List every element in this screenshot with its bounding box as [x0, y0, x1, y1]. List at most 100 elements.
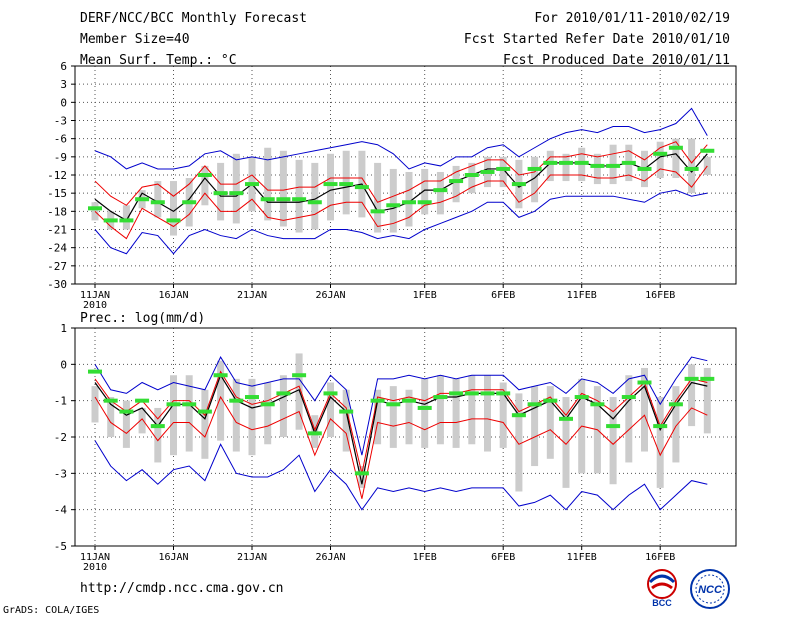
x-tick-label: 11FEB — [567, 552, 597, 563]
obs-marker — [182, 200, 197, 205]
series-line-lower — [94, 395, 708, 499]
obs-marker — [527, 166, 542, 171]
obs-marker — [621, 395, 636, 400]
obs-marker — [197, 173, 212, 177]
spread-box — [201, 165, 209, 206]
x-tick-label: 16FEB — [645, 290, 675, 301]
obs-marker — [229, 398, 244, 403]
obs-marker — [433, 395, 448, 400]
spread-box — [672, 138, 680, 179]
spread-box — [499, 382, 507, 448]
grads-credit: GrADS: COLA/IGES — [3, 605, 100, 616]
fcst-started-date: Fcst Started Refer Date 2010/01/10 — [463, 32, 730, 47]
spread-box — [436, 375, 444, 445]
header-right: For 2010/01/11-2010/02/19 Fcst Started R… — [464, 10, 730, 73]
obs-marker — [637, 380, 652, 385]
obs-marker — [386, 402, 401, 407]
obs-marker — [260, 197, 275, 202]
chart-title: DERF/NCC/BCC Monthly Forecast — [80, 11, 307, 26]
obs-marker — [135, 197, 150, 202]
spread-box — [436, 171, 444, 215]
obs-marker — [668, 145, 683, 150]
y-tick-label: 0 — [60, 96, 67, 109]
series-line-upper — [94, 370, 708, 474]
obs-marker — [166, 402, 181, 407]
plot-frame — [74, 327, 737, 547]
obs-marker — [323, 391, 338, 396]
obs-marker — [260, 402, 275, 407]
obs-marker — [103, 398, 118, 403]
obs-marker — [621, 160, 636, 165]
obs-marker — [653, 151, 668, 156]
spread-box — [499, 156, 507, 188]
obs-marker — [182, 402, 197, 407]
spread-box — [625, 375, 633, 463]
spread-box — [688, 138, 696, 194]
obs-marker — [307, 431, 322, 436]
series-line-max — [94, 107, 708, 170]
obs-marker — [511, 413, 526, 418]
obs-marker — [496, 166, 511, 171]
fcst-produced-date: Fcst Produced Date 2010/01/11 — [503, 53, 730, 68]
obs-marker — [135, 398, 150, 403]
spread-box — [421, 168, 429, 215]
y-tick-label: -3 — [54, 115, 67, 128]
spread-box — [672, 386, 680, 463]
x-tick-label: 21JAN — [237, 290, 267, 301]
series-line-mean — [94, 153, 708, 222]
y-tick-label: -2 — [54, 431, 67, 444]
y-tick-label: -4 — [54, 504, 68, 517]
x-tick-label: 1FEB — [413, 552, 437, 563]
obs-marker — [606, 424, 621, 429]
spread-box — [703, 156, 711, 175]
obs-marker — [339, 182, 354, 187]
y-tick-label: -30 — [47, 278, 67, 291]
obs-marker — [229, 191, 244, 196]
spread-box — [562, 153, 570, 182]
obs-marker — [433, 188, 448, 193]
y-tick-label: -27 — [47, 260, 67, 273]
bcc-logo-text: BCC — [652, 598, 672, 608]
obs-marker — [213, 373, 228, 378]
obs-marker — [590, 163, 605, 168]
obs-marker — [684, 166, 699, 171]
obs-marker — [668, 402, 683, 407]
y-tick-label: 3 — [60, 78, 67, 91]
spread-box — [217, 360, 225, 441]
obs-marker — [511, 182, 526, 187]
obs-marker — [150, 424, 165, 429]
obs-marker — [590, 402, 605, 407]
x-tick-year: 2010 — [83, 300, 107, 311]
panel-title: Prec.: log(mm/d) — [80, 311, 205, 326]
obs-marker — [559, 416, 573, 421]
obs-marker — [339, 409, 354, 414]
x-tick-label: 11JAN — [80, 552, 110, 563]
spread-box — [546, 386, 554, 459]
y-tick-label: -1 — [54, 395, 67, 408]
x-tick-year: 2010 — [83, 562, 107, 573]
spread-box — [531, 386, 539, 467]
x-tick-label: 6FEB — [491, 552, 515, 563]
spread-box — [201, 389, 209, 459]
spread-box — [154, 407, 162, 463]
spread-box — [358, 466, 366, 488]
obs-marker — [213, 191, 228, 196]
header-left: DERF/NCC/BCC Monthly Forecast Member Siz… — [80, 10, 307, 73]
series-line-lower — [94, 165, 708, 240]
spread-box — [374, 162, 382, 233]
obs-marker — [88, 369, 102, 374]
spread-box — [279, 150, 287, 227]
spread-box — [389, 168, 397, 233]
x-tick-label: 26JAN — [315, 290, 345, 301]
series-line-upper — [94, 141, 708, 206]
y-tick-label: -21 — [47, 224, 67, 237]
footer-url[interactable]: http://cmdp.ncc.cma.gov.cn — [80, 581, 284, 596]
spread-box — [185, 375, 193, 452]
spread-box — [295, 353, 303, 430]
spread-box — [122, 205, 130, 230]
spread-box — [562, 397, 570, 488]
obs-marker — [166, 218, 181, 223]
